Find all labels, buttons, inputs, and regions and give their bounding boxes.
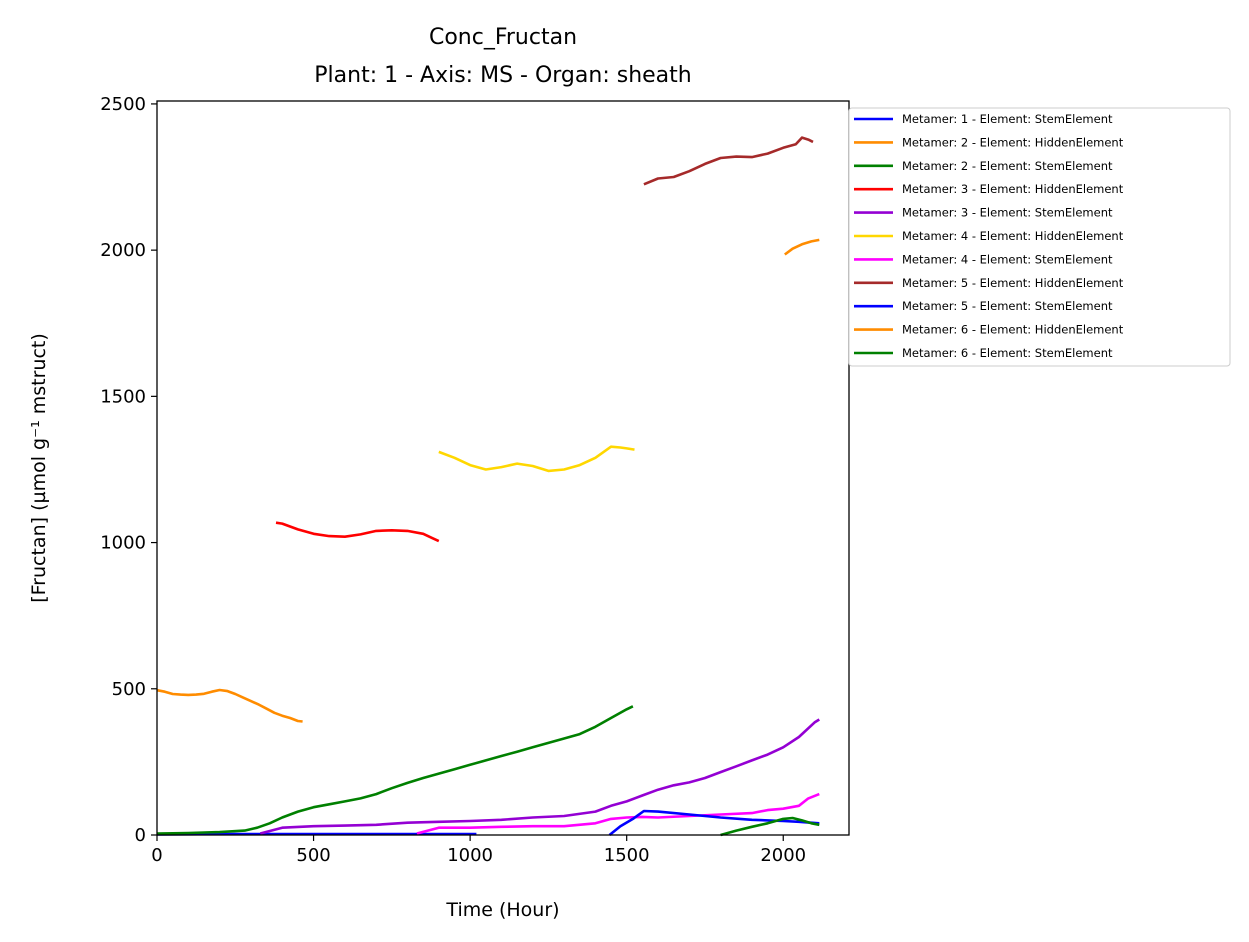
x-axis: 0 500 1000 1500 2000 (151, 835, 806, 866)
legend-label-7: Metamer: 4 - Element: StemElement (902, 252, 1113, 266)
chart-title: Conc_Fructan (429, 25, 577, 50)
series-line-8 (643, 136, 814, 186)
series-line-7 (416, 792, 820, 835)
series-line-9 (608, 809, 820, 837)
legend-label-8: Metamer: 5 - Element: HiddenElement (902, 276, 1124, 290)
y-tick-label: 2000 (100, 240, 146, 261)
legend-label-4: Metamer: 3 - Element: HiddenElement (902, 182, 1124, 196)
legend-box (848, 107, 1231, 367)
series-line-6 (438, 445, 635, 473)
legend: Metamer: 1 - Element: StemElement Metamer… (848, 107, 1231, 367)
legend-label-3: Metamer: 2 - Element: StemElement (902, 159, 1113, 173)
x-tick-label: 500 (296, 845, 330, 866)
series-line-3 (156, 705, 634, 835)
x-tick-label: 2000 (760, 845, 806, 866)
series-line-2 (156, 688, 303, 723)
y-tick-label: 500 (112, 679, 146, 700)
legend-label-2: Metamer: 2 - Element: HiddenElement (902, 135, 1124, 149)
plot-frame (156, 100, 850, 836)
x-axis-label: Time (Hour) (445, 899, 559, 921)
y-tick-label: 1000 (100, 533, 146, 554)
legend-label-11: Metamer: 6 - Element: StemElement (902, 346, 1113, 360)
series-line-5 (259, 718, 820, 835)
x-tick-label: 0 (151, 845, 162, 866)
series-line-11 (720, 816, 820, 837)
y-axis: 0 500 1000 1500 2000 2500 (100, 94, 157, 846)
y-axis-label: [Fructan] (µmol g⁻¹ mstruct) (28, 333, 50, 603)
chart-subtitle: Plant: 1 - Axis: MS - Organ: sheath (314, 63, 691, 88)
legend-label-9: Metamer: 5 - Element: StemElement (902, 299, 1113, 313)
legend-label-6: Metamer: 4 - Element: HiddenElement (902, 229, 1124, 243)
x-tick-label: 1000 (447, 845, 493, 866)
y-tick-label: 1500 (100, 386, 146, 407)
legend-label-5: Metamer: 3 - Element: StemElement (902, 206, 1113, 220)
series-line-10 (784, 238, 820, 256)
legend-label-1: Metamer: 1 - Element: StemElement (902, 112, 1113, 126)
y-tick-label: 2500 (100, 94, 146, 115)
series-line-4 (275, 521, 440, 543)
legend-label-10: Metamer: 6 - Element: HiddenElement (902, 323, 1124, 337)
series-layer (156, 136, 820, 837)
x-tick-label: 1500 (604, 845, 650, 866)
plot-area (156, 100, 850, 837)
y-tick-label: 0 (135, 825, 146, 846)
